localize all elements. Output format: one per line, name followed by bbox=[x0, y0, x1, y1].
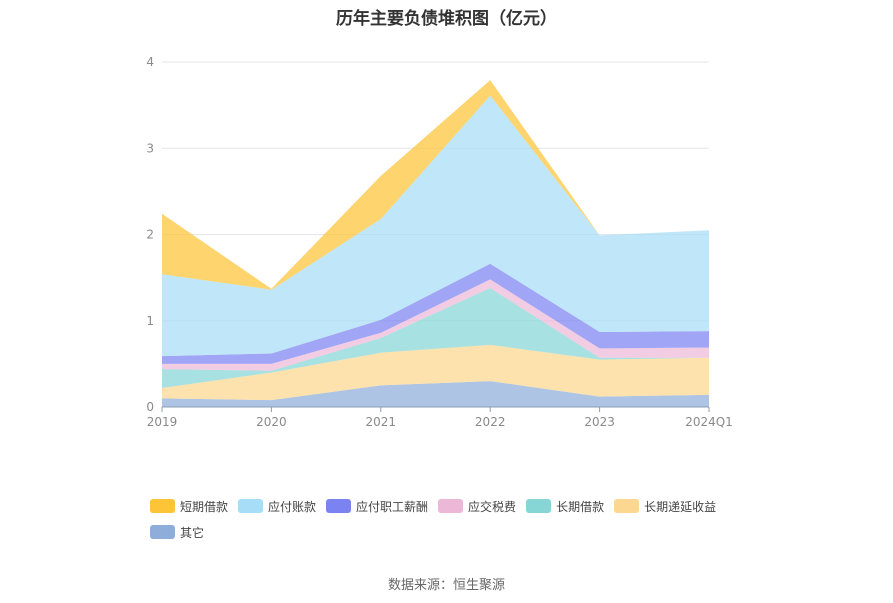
y-tick-label: 2 bbox=[146, 228, 154, 242]
area-series-6 bbox=[162, 80, 709, 290]
legend-label: 其它 bbox=[180, 525, 205, 540]
area-series-2 bbox=[162, 288, 709, 388]
legend-label: 应交税费 bbox=[468, 499, 517, 514]
area-series-1 bbox=[162, 344, 709, 401]
chart-title: 历年主要负债堆积图（亿元） bbox=[336, 9, 557, 29]
legend-label: 长期递延收益 bbox=[644, 499, 717, 514]
legend-swatch bbox=[438, 499, 464, 513]
legend-item[interactable]: 应付职工薪酬 bbox=[326, 495, 428, 517]
legend-swatch bbox=[614, 499, 640, 513]
x-tick-label: 2020 bbox=[256, 415, 287, 429]
area-series-0 bbox=[162, 381, 709, 407]
legend-label: 应付职工薪酬 bbox=[356, 499, 429, 514]
legend-item[interactable]: 长期借款 bbox=[526, 495, 604, 517]
y-tick-label: 3 bbox=[146, 141, 154, 155]
legend-swatch bbox=[238, 499, 264, 513]
y-tick-label: 0 bbox=[146, 400, 154, 414]
x-tick-label: 2019 bbox=[147, 415, 178, 429]
source-note: 数据来源：恒生聚源 bbox=[387, 578, 505, 593]
legend-label: 长期借款 bbox=[556, 499, 605, 514]
legend-item[interactable]: 长期递延收益 bbox=[614, 495, 716, 517]
area-layer bbox=[162, 80, 709, 407]
legend-item[interactable]: 短期借款 bbox=[150, 495, 228, 517]
legend-swatch bbox=[526, 499, 552, 513]
x-tick-label: 2024Q1 bbox=[685, 415, 733, 429]
y-tick-label: 4 bbox=[146, 55, 154, 69]
legend-item[interactable]: 应交税费 bbox=[438, 495, 516, 517]
legend: 短期借款 应付账款 应付职工薪酬 应交税费 长期借款 长期递延收益其它 bbox=[150, 495, 790, 547]
legend-item[interactable]: 其它 bbox=[150, 521, 204, 543]
legend-swatch bbox=[326, 499, 352, 513]
y-tick-label: 1 bbox=[146, 314, 154, 328]
legend-swatch bbox=[150, 525, 175, 539]
legend-label: 应付账款 bbox=[268, 499, 317, 514]
legend-swatch bbox=[150, 499, 175, 513]
legend-label: 短期借款 bbox=[180, 499, 229, 514]
x-tick-label: 2021 bbox=[366, 415, 397, 429]
legend-item[interactable]: 应付账款 bbox=[238, 495, 316, 517]
area-series-5 bbox=[162, 95, 709, 357]
x-tick-label: 2023 bbox=[584, 415, 615, 429]
x-tick-label: 2022 bbox=[475, 415, 506, 429]
axis-layer: 0 1 2 3 4 2019 2020 2021 2022 2023 2024Q1 bbox=[146, 55, 732, 429]
